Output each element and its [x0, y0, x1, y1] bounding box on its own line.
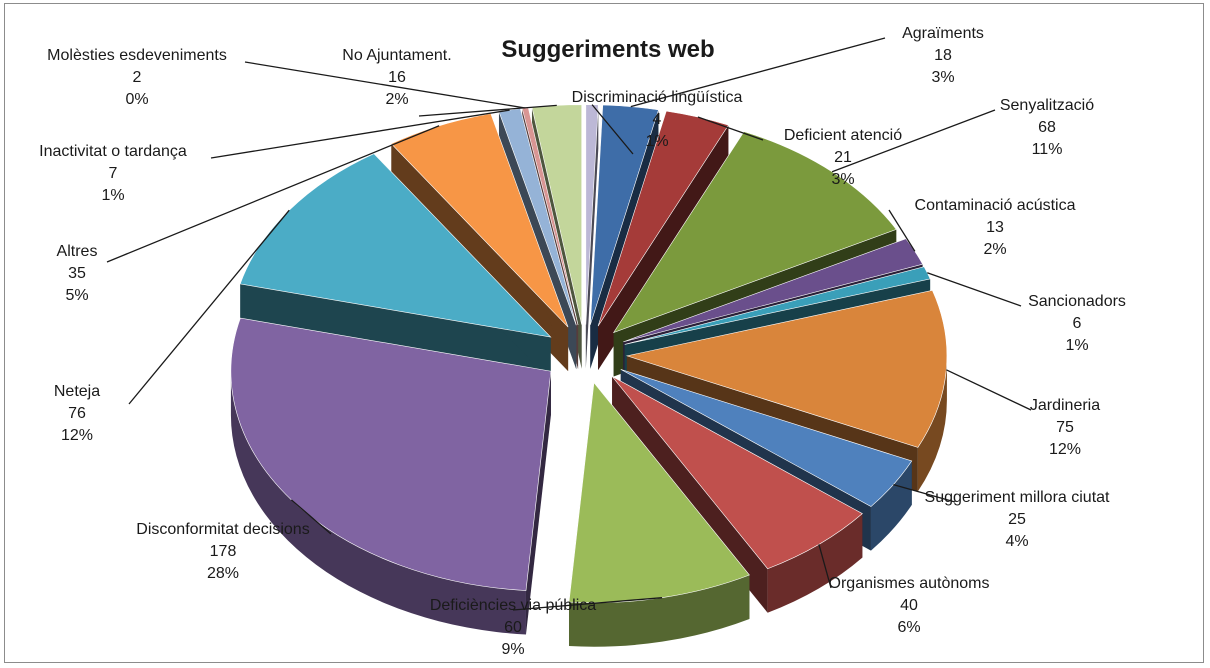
pie-slice-senyalitzaci- [612, 131, 897, 334]
slice-side [870, 460, 912, 551]
leader-line [418, 104, 557, 117]
pie-slice-agra-ments [590, 104, 659, 325]
data-label-value: 75 [1056, 419, 1074, 436]
pie-slice-organismes-aut-noms [611, 376, 863, 570]
leader-line [927, 272, 1022, 307]
data-label-percent: 0% [125, 91, 148, 108]
data-label-name: Sancionadors [1028, 293, 1126, 310]
leader-line [128, 209, 290, 405]
data-label-percent: 2% [983, 241, 1006, 258]
data-label-value: 16 [388, 69, 406, 86]
data-label-percent: 11% [1032, 141, 1063, 158]
leader-line [244, 61, 526, 109]
slice-side [917, 355, 947, 492]
data-label-value: 60 [504, 619, 522, 636]
slice-side [568, 575, 750, 647]
data-label-percent: 12% [61, 427, 93, 444]
data-label-value: 178 [210, 543, 237, 560]
data-label-percent: 6% [897, 619, 920, 636]
data-label-name: Neteja [54, 383, 100, 400]
pie-slice-neteja [239, 153, 552, 338]
data-label-name: Suggeriment millora ciutat [925, 489, 1111, 506]
data-label-name: Inactivitat o tardança [39, 143, 187, 160]
data-label-percent: 2% [385, 91, 408, 108]
data-label-name: Altres [57, 243, 98, 260]
data-label-name: Agraïments [902, 25, 984, 42]
data-label-value: 7 [109, 165, 118, 182]
data-label-name: Organismes autònoms [829, 575, 990, 592]
data-label-value: 40 [900, 597, 918, 614]
data-label-name: Deficient atenció [784, 127, 902, 144]
data-label-name: Senyalització [1000, 97, 1094, 114]
leader-line [697, 116, 764, 141]
leader-line [210, 109, 510, 159]
data-label-value: 13 [986, 219, 1004, 236]
pie-chart: Suggeriments web Discriminació lingüísti… [39, 25, 1126, 658]
pie-slice-deficient-atenci- [597, 110, 729, 327]
data-label-value: 6 [1073, 315, 1082, 332]
data-label-percent: 12% [1049, 441, 1081, 458]
data-label-name: Molèsties esdeveniments [47, 47, 227, 64]
leader-lines [106, 37, 1032, 611]
data-label-percent: 9% [501, 641, 524, 658]
data-label-value: 68 [1038, 119, 1056, 136]
data-label-percent: 4% [1005, 533, 1028, 550]
data-label-percent: 3% [831, 171, 854, 188]
data-label-value: 4 [653, 111, 662, 128]
data-label-name: Discriminació lingüística [572, 89, 743, 106]
slice-wall [525, 371, 551, 635]
data-labels: Discriminació lingüística 4 1% Agraïments 18… [39, 25, 1126, 658]
data-label-percent: 1% [645, 133, 668, 150]
leader-line [888, 209, 916, 252]
data-label-name: Disconformitat decisions [136, 521, 309, 538]
data-label-percent: 1% [101, 187, 124, 204]
data-label-value: 2 [133, 69, 142, 86]
data-label-percent: 1% [1065, 337, 1088, 354]
data-label-value: 18 [934, 47, 952, 64]
leader-line [630, 37, 886, 108]
data-label-name: Contaminació acústica [915, 197, 1076, 214]
leader-line [106, 125, 440, 263]
data-label-value: 76 [68, 405, 86, 422]
leader-line [290, 499, 332, 535]
leader-line [512, 597, 663, 611]
data-label-percent: 5% [65, 287, 88, 304]
pie-tops [230, 104, 948, 604]
leader-line [818, 544, 832, 589]
data-label-percent: 3% [931, 69, 954, 86]
chart-frame: Suggeriments web Discriminació lingüísti… [4, 3, 1204, 663]
data-label-percent: 28% [207, 565, 239, 582]
slice-wall [240, 283, 551, 382]
leader-line [831, 109, 996, 173]
data-label-value: 21 [834, 149, 852, 166]
data-label-value: 25 [1008, 511, 1026, 528]
leader-line [893, 483, 956, 503]
leader-line [591, 104, 634, 155]
leader-line [945, 369, 1032, 411]
slice-side [767, 513, 863, 613]
data-label-name: No Ajuntament. [342, 47, 451, 64]
slice-wall [585, 104, 599, 369]
slice-side [230, 371, 526, 635]
data-label-name: Jardineria [1030, 397, 1100, 414]
data-label-name: Deficiències via pública [430, 597, 596, 614]
chart-title: Suggeriments web [501, 36, 714, 63]
data-label-value: 35 [68, 265, 86, 282]
